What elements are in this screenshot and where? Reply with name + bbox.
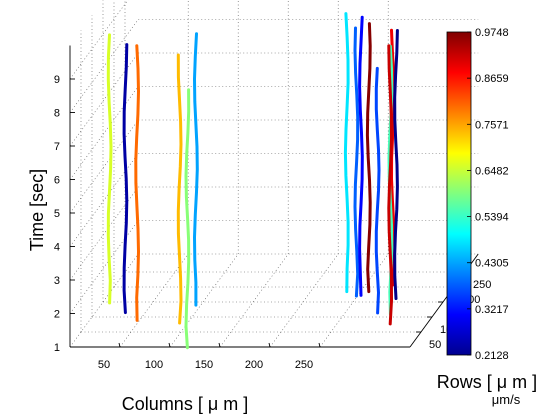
grid-line bbox=[119, 253, 189, 348]
series-layer bbox=[106, 12, 399, 350]
trajectory-line bbox=[365, 22, 372, 294]
tick-label-layer: 1234567895010015020025050100150200250 bbox=[54, 74, 491, 371]
grid-line bbox=[69, 86, 139, 180]
grid-line bbox=[69, 220, 139, 314]
z-tick-label: 4 bbox=[54, 242, 60, 254]
grid-line bbox=[69, 253, 139, 348]
x-tick-label: 150 bbox=[195, 359, 213, 371]
x-tick-label: 200 bbox=[245, 359, 263, 371]
z-tick-label: 2 bbox=[54, 309, 60, 321]
x-tick-label: 50 bbox=[98, 359, 110, 371]
z-tick-label: 5 bbox=[54, 208, 60, 220]
colorbar-tick-label: 0.6482 bbox=[475, 165, 509, 177]
x-tick-label: 250 bbox=[295, 359, 313, 371]
grid-layer bbox=[69, 0, 479, 348]
grid-line bbox=[269, 253, 339, 348]
trajectory-line bbox=[184, 88, 191, 350]
trajectory-line bbox=[387, 44, 394, 326]
grid-line bbox=[69, 19, 139, 113]
trajectory-line bbox=[106, 33, 113, 305]
z-tick-label: 1 bbox=[54, 342, 60, 354]
trajectory-line bbox=[343, 12, 350, 294]
x-tick-mark bbox=[268, 342, 271, 348]
colorbar-unit-label: μm/s bbox=[492, 392, 521, 407]
grid-line bbox=[69, 0, 129, 80]
z-tick-label: 6 bbox=[54, 175, 60, 187]
trajectory-line bbox=[176, 53, 183, 325]
y-tick-label: 250 bbox=[473, 279, 491, 291]
x-tick-mark bbox=[118, 342, 121, 348]
colorbar bbox=[446, 31, 472, 356]
grid-line bbox=[69, 52, 139, 147]
trajectory-line bbox=[358, 15, 364, 297]
y-tick-label: 50 bbox=[429, 339, 441, 351]
z-tick-label: 9 bbox=[54, 74, 60, 86]
colorbar-tick-label: 0.4305 bbox=[475, 258, 509, 270]
x-tick-mark bbox=[168, 342, 171, 348]
trajectory-line bbox=[134, 44, 141, 322]
colorbar-tick-label: 0.3217 bbox=[475, 304, 509, 316]
z-tick-label: 7 bbox=[54, 141, 60, 153]
grid-line bbox=[219, 253, 289, 348]
trajectory-line bbox=[192, 32, 199, 307]
trajectory-line bbox=[122, 43, 129, 315]
x-tick-label: 100 bbox=[145, 359, 163, 371]
trajectory-line bbox=[393, 29, 399, 300]
colorbar-tick-label: 0.9748 bbox=[475, 27, 509, 39]
colorbar-tick-label: 0.2128 bbox=[475, 350, 509, 362]
colorbar-tick-label: 0.8659 bbox=[475, 73, 509, 85]
trajectory-line bbox=[374, 66, 381, 315]
x-tick-mark bbox=[218, 342, 221, 348]
z-tick-label: 3 bbox=[54, 275, 60, 287]
x-tick-mark bbox=[318, 342, 321, 348]
colorbar-ticks: 0.9748 0.8659 0.7571 0.6482 0.5394 0.4305 0.32… bbox=[467, 27, 509, 362]
z-tick-label: 8 bbox=[54, 108, 60, 120]
y-axis-label: Rows [ μ m ] bbox=[437, 372, 537, 392]
x-axis-label: Columns [ μ m ] bbox=[122, 394, 248, 414]
axis-layer bbox=[69, 45, 479, 348]
z-axis-label: Time [sec] bbox=[27, 169, 47, 251]
trajectory-line bbox=[353, 26, 360, 298]
colorbar-tick-label: 0.5394 bbox=[475, 212, 509, 224]
colorbar-tick-label: 0.7571 bbox=[475, 119, 509, 131]
